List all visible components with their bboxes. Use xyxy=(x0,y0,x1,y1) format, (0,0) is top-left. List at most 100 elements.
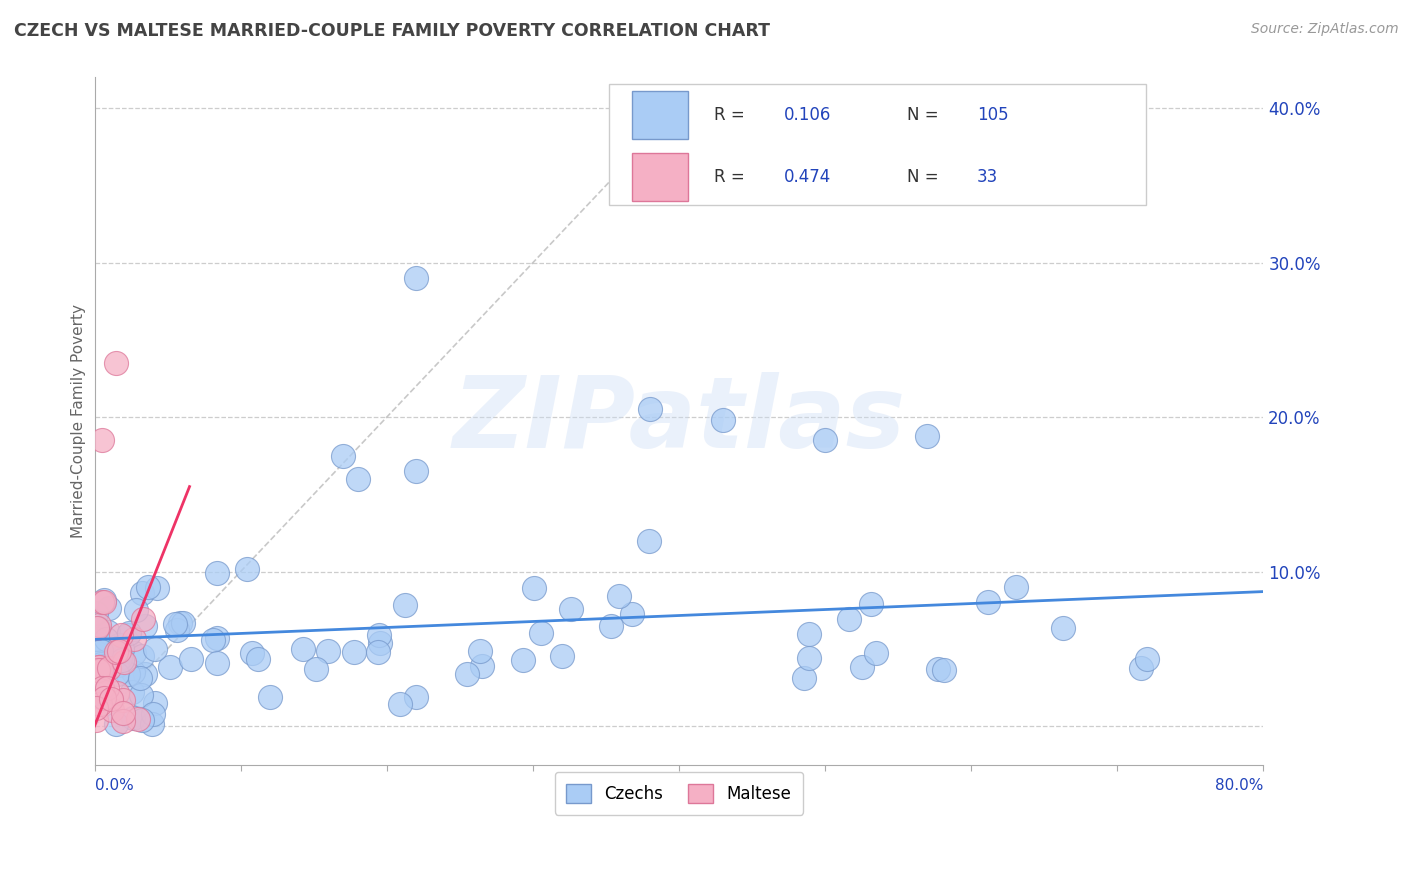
Point xyxy=(180,651,202,665)
Point xyxy=(1130,661,1153,675)
Point xyxy=(305,662,328,676)
Point xyxy=(859,597,882,611)
Text: N =: N = xyxy=(907,106,943,124)
Point xyxy=(131,612,153,626)
Text: 80.0%: 80.0% xyxy=(1215,779,1264,793)
Point xyxy=(93,595,115,609)
Point xyxy=(159,660,181,674)
Point xyxy=(166,623,188,637)
Point xyxy=(172,615,194,630)
Point xyxy=(456,666,478,681)
Point xyxy=(90,657,112,672)
Point xyxy=(89,697,111,711)
Point xyxy=(468,644,491,658)
Point xyxy=(90,663,112,677)
Point xyxy=(142,707,165,722)
Text: 33: 33 xyxy=(977,168,998,186)
Text: ZIPatlas: ZIPatlas xyxy=(453,373,905,469)
Text: 0.0%: 0.0% xyxy=(94,779,134,793)
Point xyxy=(865,646,887,660)
Point xyxy=(98,660,121,674)
Point xyxy=(388,697,411,711)
Point xyxy=(104,717,127,731)
Text: CZECH VS MALTESE MARRIED-COUPLE FAMILY POVERTY CORRELATION CHART: CZECH VS MALTESE MARRIED-COUPLE FAMILY P… xyxy=(14,22,770,40)
Point xyxy=(87,617,110,632)
Point xyxy=(89,660,111,674)
Point xyxy=(84,700,107,714)
Point xyxy=(471,658,494,673)
Text: 105: 105 xyxy=(977,106,1008,124)
Point xyxy=(84,606,107,620)
Point xyxy=(205,632,228,646)
Point xyxy=(105,356,128,370)
Point xyxy=(107,658,129,673)
Point xyxy=(97,600,120,615)
Point xyxy=(236,562,259,576)
Point xyxy=(91,681,114,695)
Point xyxy=(129,688,152,702)
Text: 0.474: 0.474 xyxy=(785,168,831,186)
Point xyxy=(121,685,143,699)
Point xyxy=(141,717,163,731)
Point xyxy=(405,690,427,705)
Point xyxy=(87,660,110,674)
Point xyxy=(405,464,427,478)
Point xyxy=(551,648,574,663)
Point xyxy=(977,595,1000,609)
Point xyxy=(122,665,145,679)
Point xyxy=(86,622,108,636)
Point xyxy=(143,642,166,657)
Point xyxy=(368,636,391,650)
Point xyxy=(90,434,112,448)
Point xyxy=(111,706,134,720)
Point xyxy=(405,271,427,285)
Point xyxy=(105,645,128,659)
Point xyxy=(523,582,546,596)
Point xyxy=(343,645,366,659)
Point xyxy=(111,653,134,667)
Point xyxy=(131,586,153,600)
Point xyxy=(917,428,939,442)
Point xyxy=(91,684,114,698)
Point xyxy=(927,662,949,676)
Point xyxy=(146,582,169,596)
Point xyxy=(84,686,107,700)
FancyBboxPatch shape xyxy=(633,153,689,201)
Point xyxy=(368,628,391,642)
Point xyxy=(86,680,108,694)
Point xyxy=(165,616,187,631)
Point xyxy=(96,681,118,696)
Point xyxy=(96,624,118,639)
Point xyxy=(247,651,270,665)
Point xyxy=(259,690,281,704)
Point xyxy=(100,692,122,706)
Point xyxy=(607,590,630,604)
Point xyxy=(87,655,110,669)
Point xyxy=(1136,651,1159,665)
Point xyxy=(136,580,159,594)
Point xyxy=(793,672,815,686)
Point xyxy=(100,703,122,717)
Y-axis label: Married-Couple Family Poverty: Married-Couple Family Poverty xyxy=(72,304,86,538)
Point xyxy=(122,632,145,646)
Point xyxy=(94,632,117,647)
Point xyxy=(84,641,107,656)
Point xyxy=(638,533,661,548)
Point xyxy=(560,601,582,615)
Point xyxy=(105,667,128,681)
Text: R =: R = xyxy=(714,168,749,186)
Point xyxy=(122,711,145,725)
Point xyxy=(240,646,263,660)
Point xyxy=(202,633,225,648)
Point xyxy=(84,681,107,695)
FancyBboxPatch shape xyxy=(609,85,1146,204)
Point xyxy=(128,672,150,686)
Point xyxy=(112,714,135,729)
Point xyxy=(291,641,314,656)
Point xyxy=(169,615,191,630)
Point xyxy=(90,595,112,609)
Point xyxy=(108,638,131,652)
Point xyxy=(117,628,139,642)
Point xyxy=(93,593,115,607)
Point xyxy=(797,627,820,641)
